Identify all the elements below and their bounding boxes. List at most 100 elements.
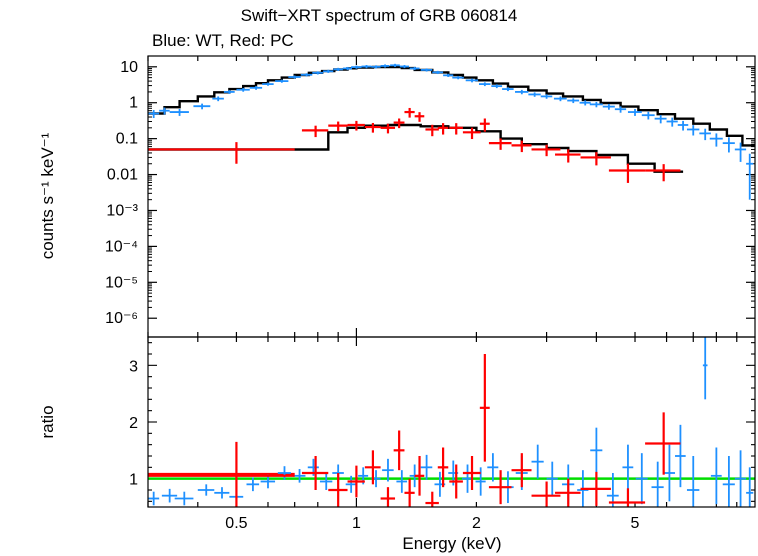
- model-curve: [148, 65, 755, 147]
- spectrum-panel-frame: [147, 55, 756, 338]
- wt-data-point: [300, 73, 313, 77]
- wt-data-point: [666, 117, 678, 127]
- wt-data-point: [579, 100, 591, 106]
- wt-ratio-point: [260, 474, 276, 489]
- pc-data-point: [425, 124, 439, 137]
- wt-ratio-point: [635, 453, 648, 505]
- spectrum-y-tick-label: 10⁻⁴: [105, 238, 138, 255]
- pc-ratio-point: [531, 481, 561, 507]
- pc-ratio-point: [404, 478, 415, 507]
- pc-data-point: [148, 142, 295, 164]
- pc-data-point: [380, 123, 396, 134]
- wt-ratio-point: [702, 337, 708, 400]
- spectrum-y-axis-label: counts s⁻¹ keV⁻¹: [38, 132, 57, 259]
- pc-ratio-point: [364, 450, 381, 485]
- pc-data-point: [462, 127, 481, 140]
- x-tick-label: 1: [352, 515, 361, 532]
- x-tick-label: 5: [631, 515, 640, 532]
- wt-ratio-point: [214, 487, 230, 499]
- pc-ratio-point: [608, 488, 646, 507]
- wt-ratio-point: [246, 477, 260, 492]
- pc-data-point: [449, 123, 463, 135]
- pc-ratio-point: [437, 447, 449, 488]
- wt-ratio-point: [734, 450, 747, 507]
- wt-data-point: [699, 128, 711, 141]
- pc-data-point: [328, 121, 348, 132]
- wt-ratio-point: [277, 466, 291, 480]
- wt-ratio-point: [345, 475, 357, 493]
- pc-ratio-point: [488, 470, 512, 505]
- wt-ratio-point: [382, 458, 394, 482]
- wt-data-point: [236, 87, 250, 92]
- pc-ratio-point: [425, 491, 439, 507]
- pc-ratio-point: [380, 487, 396, 507]
- wt-data-point: [491, 84, 503, 89]
- pc-ratio-point: [414, 456, 425, 496]
- wt-data-point: [677, 120, 689, 131]
- x-tick-label: 2: [472, 515, 481, 532]
- ratio-y-tick-label: 3: [129, 358, 138, 375]
- wt-ratio-point: [722, 456, 735, 507]
- pc-data-point: [393, 118, 405, 129]
- wt-data-point: [390, 63, 400, 67]
- ratio-y-tick-label: 2: [129, 415, 138, 432]
- pc-ratio-point: [347, 465, 365, 498]
- wt-data-point: [275, 79, 289, 83]
- wt-data-point: [380, 64, 390, 68]
- data-points: [148, 63, 754, 507]
- wt-data-point: [502, 87, 514, 92]
- wt-data-point: [641, 111, 655, 120]
- wt-data-point: [148, 110, 160, 119]
- wt-ratio-point: [161, 488, 178, 503]
- wt-data-point: [409, 66, 420, 71]
- pc-ratio-point: [580, 471, 611, 506]
- pc-ratio-point: [449, 464, 463, 499]
- wt-ratio-point: [675, 424, 686, 488]
- wt-data-point: [288, 75, 301, 79]
- ratio-y-tick-label: 1: [129, 472, 138, 489]
- wt-ratio-point: [663, 444, 676, 502]
- tick-labels: 10 1 0.1 0.01 10⁻³ 10⁻⁴ 10⁻⁵ 10⁻⁶ 1 2 3 0.5 1 2 5: [105, 59, 640, 532]
- pc-data-point: [555, 149, 581, 163]
- wt-ratio-point: [590, 427, 603, 473]
- wt-ratio-point: [710, 447, 722, 505]
- pc-data-point: [608, 163, 646, 183]
- pc-data-point: [364, 122, 381, 133]
- wt-data-point: [722, 137, 735, 153]
- spectrum-y-tick-label: 0.1: [116, 131, 138, 148]
- pc-data-point: [511, 140, 532, 153]
- model-curve: [148, 123, 684, 173]
- wt-data-point: [262, 82, 274, 86]
- wt-data-point: [193, 103, 211, 110]
- spectrum-y-tick-label: 10⁻⁶: [105, 310, 138, 327]
- wt-ratio-point: [174, 491, 194, 506]
- wt-ratio-point: [546, 461, 558, 496]
- wt-data-point: [528, 92, 541, 97]
- wt-data-point: [654, 115, 667, 124]
- wt-ratio-point: [746, 467, 754, 507]
- wt-data-point: [443, 73, 454, 77]
- pc-ratio-point: [645, 412, 681, 475]
- wt-data-point: [159, 107, 170, 115]
- spectrum-y-tick-label: 10: [120, 59, 138, 76]
- spectrum-y-tick-label: 0.01: [107, 167, 138, 184]
- wt-data-point: [432, 70, 444, 75]
- pc-data-point: [414, 112, 425, 122]
- pc-ratio-point: [148, 441, 295, 507]
- pc-data-point: [645, 164, 681, 182]
- spectrum-y-tick-label: 10⁻⁵: [105, 274, 138, 291]
- pc-data-point: [301, 125, 329, 138]
- wt-data-point: [686, 125, 700, 136]
- wt-data-point: [223, 90, 235, 94]
- wt-ratio-point: [197, 484, 215, 496]
- wt-data-point: [465, 78, 479, 83]
- chart-title: Swift−XRT spectrum of GRB 060814: [240, 6, 518, 25]
- ratio-y-axis-label: ratio: [38, 405, 57, 438]
- pc-ratio-point: [301, 456, 329, 490]
- pc-ratio-point: [479, 354, 490, 462]
- wt-ratio-point: [531, 444, 544, 479]
- wt-data-point: [614, 106, 627, 113]
- wt-data-point: [399, 65, 410, 69]
- wt-ratio-point: [396, 470, 408, 493]
